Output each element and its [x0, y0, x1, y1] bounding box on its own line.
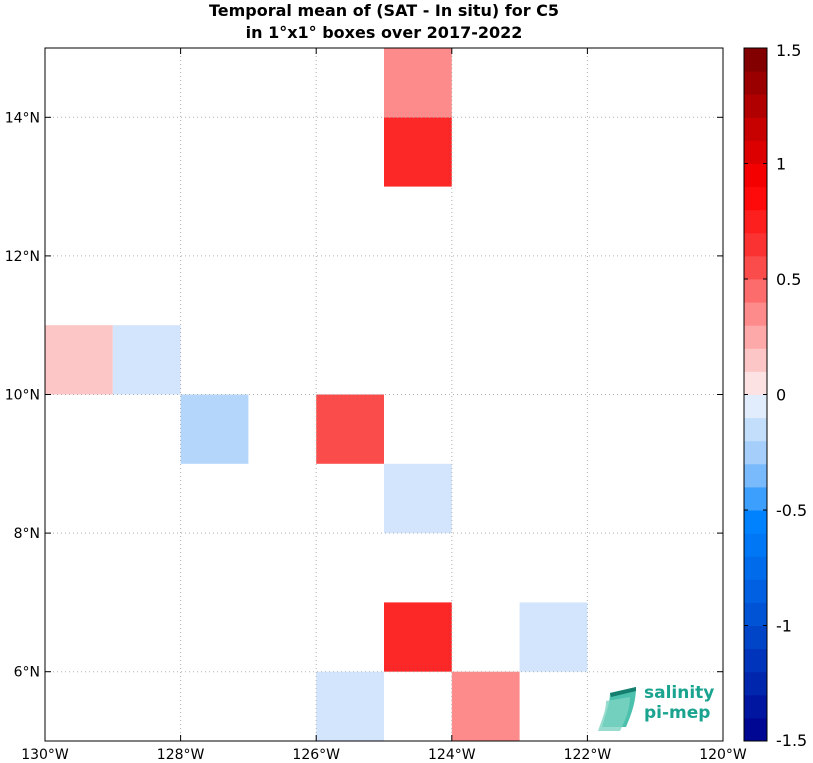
colorbar-tick-label: -0.5 [776, 501, 807, 520]
y-tick-label: 14°N [5, 110, 40, 126]
colorbar-bin [744, 302, 767, 326]
y-tick-label: 8°N [14, 526, 40, 542]
colorbar-bin [744, 717, 767, 742]
colorbar-bin [744, 94, 767, 118]
heatmap-cell [45, 325, 113, 395]
colorbar-bin [744, 533, 767, 557]
colorbar-bin [744, 440, 767, 465]
colorbar-tick-label: 1 [776, 155, 786, 174]
colorbar-bin [744, 48, 767, 72]
colorbar-tick-label: -1 [776, 617, 792, 636]
colorbar-bin [744, 117, 767, 141]
colorbar-bin [744, 625, 767, 650]
colorbar-bin [744, 694, 767, 719]
colorbar-bin [744, 579, 767, 603]
x-tick-label: 122°W [564, 747, 612, 763]
x-tick-label: 128°W [157, 747, 205, 763]
heatmap-cell [316, 671, 384, 741]
heatmap-cell [519, 602, 588, 672]
gridlines [45, 48, 723, 741]
salinity-pi-mep-logo: salinity pi-mep [596, 683, 736, 733]
colorbar-bin [744, 209, 767, 234]
heatmap-cell [384, 117, 452, 187]
x-tick-label: 126°W [292, 747, 340, 763]
colorbar-bin [744, 325, 767, 349]
colorbar-bin [744, 463, 767, 488]
heatmap-cell [112, 325, 181, 395]
colorbar-bin [744, 417, 767, 442]
colorbar-bin [744, 71, 767, 95]
colorbar-bin [744, 279, 767, 303]
colorbar-bin [744, 510, 767, 534]
colorbar-tick-label: 1.5 [776, 41, 801, 60]
y-axis-ticks: 6°N 8°N 10°N 12°N 14°N [5, 110, 723, 681]
heatmap-cell [451, 671, 520, 741]
title-line-2: in 1°x1° boxes over 2017-2022 [245, 23, 523, 42]
x-tick-label: 120°W [699, 747, 747, 763]
heatmap-cells [45, 48, 588, 741]
colorbar: 1.5 1 0.5 0 -0.5 -1 -1.5 [743, 41, 807, 750]
colorbar-bin [744, 163, 767, 188]
x-tick-label: 124°W [428, 747, 476, 763]
y-tick-label: 6°N [14, 665, 40, 681]
colorbar-tick-label: 0 [776, 386, 786, 405]
colorbar-tick-label: -1.5 [776, 731, 807, 750]
logo-word-pi-mep: pi-mep [644, 703, 711, 723]
colorbar-bin [744, 371, 767, 395]
colorbar-tick-label: 0.5 [776, 270, 801, 289]
colorbar-bin [744, 255, 767, 280]
colorbar-bin [744, 602, 767, 626]
colorbar-bin [744, 140, 767, 164]
logo-word-salinity: salinity [644, 683, 715, 703]
y-tick-label: 10°N [5, 388, 40, 404]
heatmap-cell [384, 463, 452, 534]
x-tick-label: 130°W [21, 747, 69, 763]
wave-logo-icon [598, 687, 636, 731]
title-line-1: Temporal mean of (SAT - In situ) for C5 [208, 1, 560, 20]
chart-title: Temporal mean of (SAT - In situ) for C5 … [45, 0, 723, 44]
heatmap-cell [180, 394, 249, 464]
colorbar-bin [744, 556, 767, 580]
colorbar-bin [744, 348, 767, 372]
heatmap-cell [384, 602, 452, 672]
x-axis-ticks: 130°W 128°W 126°W 124°W 122°W 120°W [21, 48, 747, 763]
colorbar-bin [744, 486, 767, 511]
colorbar-bin [744, 394, 767, 419]
colorbar-bin [744, 186, 767, 211]
colorbar-bin [744, 648, 767, 673]
colorbar-bin [744, 671, 767, 696]
y-tick-label: 12°N [5, 249, 40, 265]
heatmap-cell [316, 394, 384, 464]
heatmap-cell [384, 48, 452, 118]
colorbar-bin [744, 232, 767, 257]
